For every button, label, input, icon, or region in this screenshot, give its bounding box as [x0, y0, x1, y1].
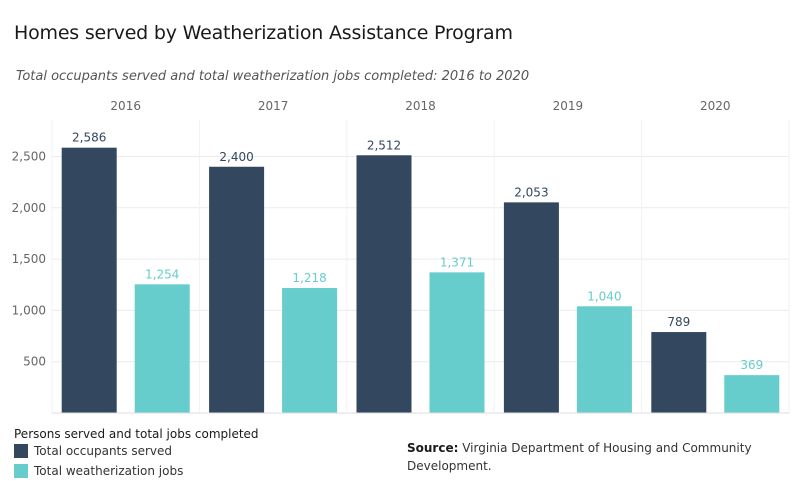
legend-label-jobs: Total weatherization jobs: [34, 464, 184, 478]
category-label: 2020: [700, 99, 731, 113]
category-label: 2017: [258, 99, 289, 113]
data-label: 2,586: [72, 131, 106, 145]
chart-title: Homes served by Weatherization Assistanc…: [14, 22, 513, 44]
bar: [503, 202, 559, 413]
category-label: 2019: [553, 99, 584, 113]
source-note: Source: Virginia Department of Housing a…: [407, 439, 787, 475]
bar: [576, 306, 632, 413]
data-label: 369: [740, 358, 763, 372]
bar: [282, 288, 338, 413]
legend-swatch-occupants: [14, 444, 28, 458]
bar: [429, 272, 485, 413]
legend-label-occupants: Total occupants served: [34, 444, 172, 458]
data-label: 1,254: [145, 267, 179, 281]
y-tick-label: 1,000: [12, 303, 46, 317]
legend-item-occupants[interactable]: Total occupants served: [14, 444, 172, 458]
bar: [61, 147, 117, 414]
chart-subtitle: Total occupants served and total weather…: [16, 69, 530, 84]
legend-item-jobs[interactable]: Total weatherization jobs: [14, 464, 183, 478]
data-label: 2,400: [219, 150, 253, 164]
bar: [356, 155, 412, 413]
bar: [134, 284, 190, 413]
data-label: 1,371: [440, 255, 474, 269]
legend-swatch-jobs: [14, 464, 28, 478]
data-label: 1,218: [292, 271, 326, 285]
y-tick-label: 2,500: [12, 150, 46, 164]
category-label: 2018: [405, 99, 436, 113]
data-label: 789: [667, 315, 690, 329]
data-label: 1,040: [587, 289, 621, 303]
data-label: 2,053: [514, 185, 548, 199]
bar: [209, 166, 265, 413]
category-label: 2016: [110, 99, 141, 113]
y-tick-label: 1,500: [12, 252, 46, 266]
bar-chart: 500 1,000 1,500 2,000 2,500 2016 2017 2018 2019 2…: [12, 99, 790, 414]
bar: [651, 332, 707, 413]
bar: [724, 375, 780, 413]
legend-title: Persons served and total jobs completed: [14, 427, 259, 441]
data-label: 2,512: [367, 138, 401, 152]
y-tick-label: 500: [23, 355, 46, 369]
y-tick-label: 2,000: [12, 201, 46, 215]
source-text: Virginia Department of Housing and Commu…: [407, 441, 752, 473]
source-label: Source:: [407, 441, 459, 455]
